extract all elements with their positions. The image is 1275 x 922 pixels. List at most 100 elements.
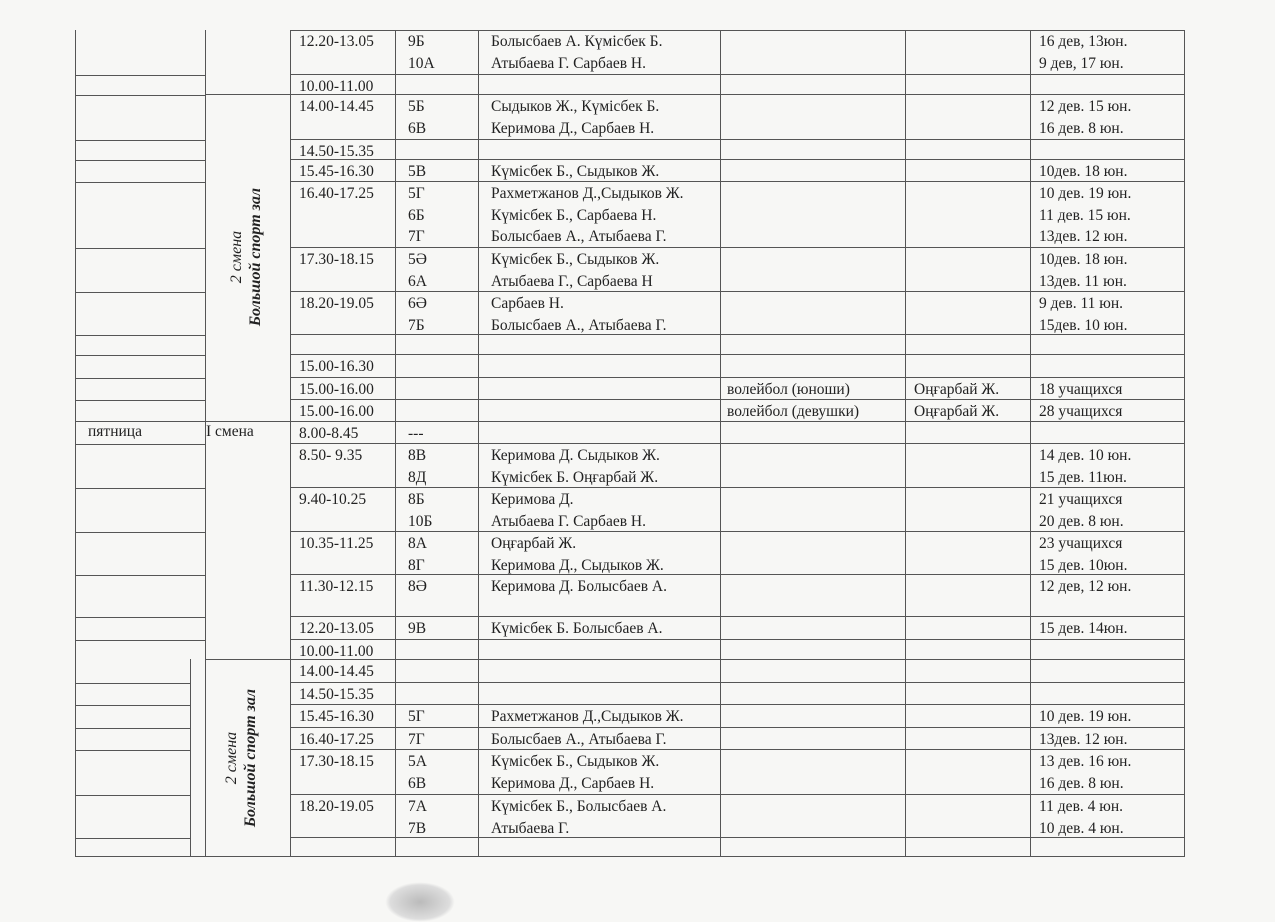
students-count-text: 13 дев. 16 юн.: [1039, 753, 1132, 770]
day-column-rule: [75, 400, 205, 401]
time-cell: 15.00-16.00: [290, 378, 395, 399]
students-count-text: 16 дев. 8 юн.: [1039, 119, 1124, 137]
time-text: 16.40-17.25: [299, 731, 374, 748]
students-count-text: 10 дев. 19 юн.: [1039, 708, 1132, 725]
class-text: 9В: [408, 620, 427, 637]
teachers-cell: Күмісбек Б., Сыдыков Ж. Атыбаева Г., Сарб…: [478, 248, 720, 291]
coach-cell: [905, 728, 1030, 749]
coach-cell: Оңғарбай Ж.: [905, 378, 1030, 399]
students-count-cell: [1030, 335, 1185, 354]
students-count-cell: [1030, 140, 1185, 159]
gym-text: Большой спорт зал: [247, 187, 264, 327]
day-cell-friday: пятница: [75, 421, 206, 857]
teachers-cell: [478, 355, 720, 377]
students-count-cell: 10 дев. 19 юн. 11 дев. 15 юн. 13дев. 12 юн…: [1030, 182, 1185, 247]
shift-2-text: 2 смена: [223, 731, 240, 785]
day-column-rule: [75, 683, 190, 684]
table-row: 15.45-16.30 5Г Рахметжанов Д.,Сыдыков Ж. 10…: [290, 705, 1185, 728]
class-cell: 9В: [395, 617, 478, 639]
class-text: 8Г: [408, 556, 425, 574]
coach-text: Оңғарбай Ж.: [914, 381, 1000, 398]
teachers-text: Күмісбек Б., Болысбаев А.: [491, 798, 667, 815]
day-column-top: [75, 30, 206, 422]
time-text: 15.45-16.30: [299, 708, 374, 725]
teachers-text: Керимова Д., Сарбаев Н.: [491, 119, 655, 137]
day-column-rule: [75, 640, 205, 641]
table-row: 12.20-13.05 9В Күмісбек Б. Болысбаев А. 15 …: [290, 617, 1185, 640]
students-count-text: 10дев. 18 юн.: [1039, 251, 1128, 268]
students-count-cell: [1030, 75, 1185, 94]
class-cell: [395, 355, 478, 377]
table-row: 14.00-14.45 5Б 6В Сыдыков Ж., Күмісбек Б. Ке…: [290, 95, 1185, 140]
time-cell: 15.45-16.30: [290, 705, 395, 727]
class-text: ---: [408, 425, 424, 442]
teachers-cell: [478, 683, 720, 704]
class-text: 10Б: [408, 512, 433, 530]
time-text: 10.00-11.00: [299, 78, 374, 95]
activity-cell: [720, 355, 905, 377]
time-text: 14.00-14.45: [299, 98, 374, 115]
time-cell: [290, 335, 395, 354]
students-count-text: 9 дев. 11 юн.: [1039, 295, 1124, 312]
time-cell: 18.20-19.05: [290, 292, 395, 334]
time-cell: 14.00-14.45: [290, 95, 395, 139]
time-text: 15.00-16.00: [299, 403, 374, 420]
class-cell: 7Г: [395, 728, 478, 749]
table-row: 15.00-16.00 волейбол (юноши) Оңғарбай Ж. 18…: [290, 378, 1185, 400]
teachers-text: Рахметжанов Д.,Сыдыков Ж.: [491, 708, 684, 725]
class-text: 6В: [408, 774, 427, 792]
table-row: 14.50-15.35: [290, 683, 1185, 705]
shift-2-label: 2 смена Большой спорт зал: [222, 638, 260, 878]
activity-cell: [720, 705, 905, 727]
time-cell: 15.00-16.30: [290, 355, 395, 377]
class-text: 8Ә: [408, 578, 427, 595]
day-column-rule: [75, 444, 205, 445]
coach-cell: [905, 335, 1030, 354]
time-text: 8.50- 9.35: [299, 447, 363, 464]
class-cell: 5А 6В: [395, 750, 478, 794]
teachers-text: Күмісбек Б. Болысбаев А.: [491, 620, 663, 637]
time-text: 16.40-17.25: [299, 185, 374, 202]
class-cell: 8Б 10Б: [395, 488, 478, 531]
teachers-cell: Күмісбек Б., Сыдыков Ж.: [478, 160, 720, 181]
day-column-rule: [75, 838, 190, 839]
time-cell: 14.00-14.45: [290, 660, 395, 682]
students-count-text: 9 дев, 17 юн.: [1039, 54, 1124, 72]
time-text: 15.45-16.30: [299, 163, 374, 180]
teachers-text: Атыбаева Г. Сарбаев Н.: [491, 512, 646, 530]
activity-cell: [720, 838, 905, 856]
class-cell: 7А 7В: [395, 795, 478, 837]
time-cell: 9.40-10.25: [290, 488, 395, 531]
teachers-cell: [478, 400, 720, 421]
teachers-text: Керимова Д., Сарбаев Н.: [491, 774, 655, 792]
activity-cell: [720, 292, 905, 334]
coach-text: Оңғарбай Ж.: [914, 403, 1000, 420]
students-count-cell: 28 учащихся: [1030, 400, 1185, 421]
activity-cell: [720, 140, 905, 159]
time-text: 10.00-11.00: [299, 643, 374, 660]
students-count-cell: 10дев. 18 юн. 13дев. 11 юн.: [1030, 248, 1185, 291]
coach-cell: [905, 160, 1030, 181]
time-text: 14.00-14.45: [299, 663, 374, 680]
activity-cell: [720, 95, 905, 139]
time-text: 14.50-15.35: [299, 686, 374, 703]
coach-cell: [905, 838, 1030, 856]
class-text: 8Б: [408, 491, 425, 508]
shift-cell-continuation: [205, 30, 291, 95]
table-row: 15.45-16.30 5В Күмісбек Б., Сыдыков Ж. 10де…: [290, 160, 1185, 182]
class-cell: [395, 335, 478, 354]
shift-2-text: 2 смена: [228, 230, 245, 284]
coach-cell: [905, 575, 1030, 616]
teachers-cell: Күмісбек Б. Болысбаев А.: [478, 617, 720, 639]
class-cell: 5Б 6В: [395, 95, 478, 139]
activity-cell: [720, 660, 905, 682]
day-column-rule: [75, 140, 205, 141]
shift-1-label: I смена: [206, 423, 254, 440]
teachers-text: Атыбаева Г.: [491, 819, 570, 837]
time-cell: 11.30-12.15: [290, 575, 395, 616]
table-row: 10.00-11.00: [290, 640, 1185, 660]
table-row: 8.50- 9.35 8В 8Д Керимова Д. Сыдыков Ж. Күмі…: [290, 444, 1185, 488]
time-text: 15.00-16.30: [299, 358, 374, 375]
students-count-cell: 14 дев. 10 юн. 15 дев. 11юн.: [1030, 444, 1185, 487]
coach-cell: [905, 75, 1030, 94]
